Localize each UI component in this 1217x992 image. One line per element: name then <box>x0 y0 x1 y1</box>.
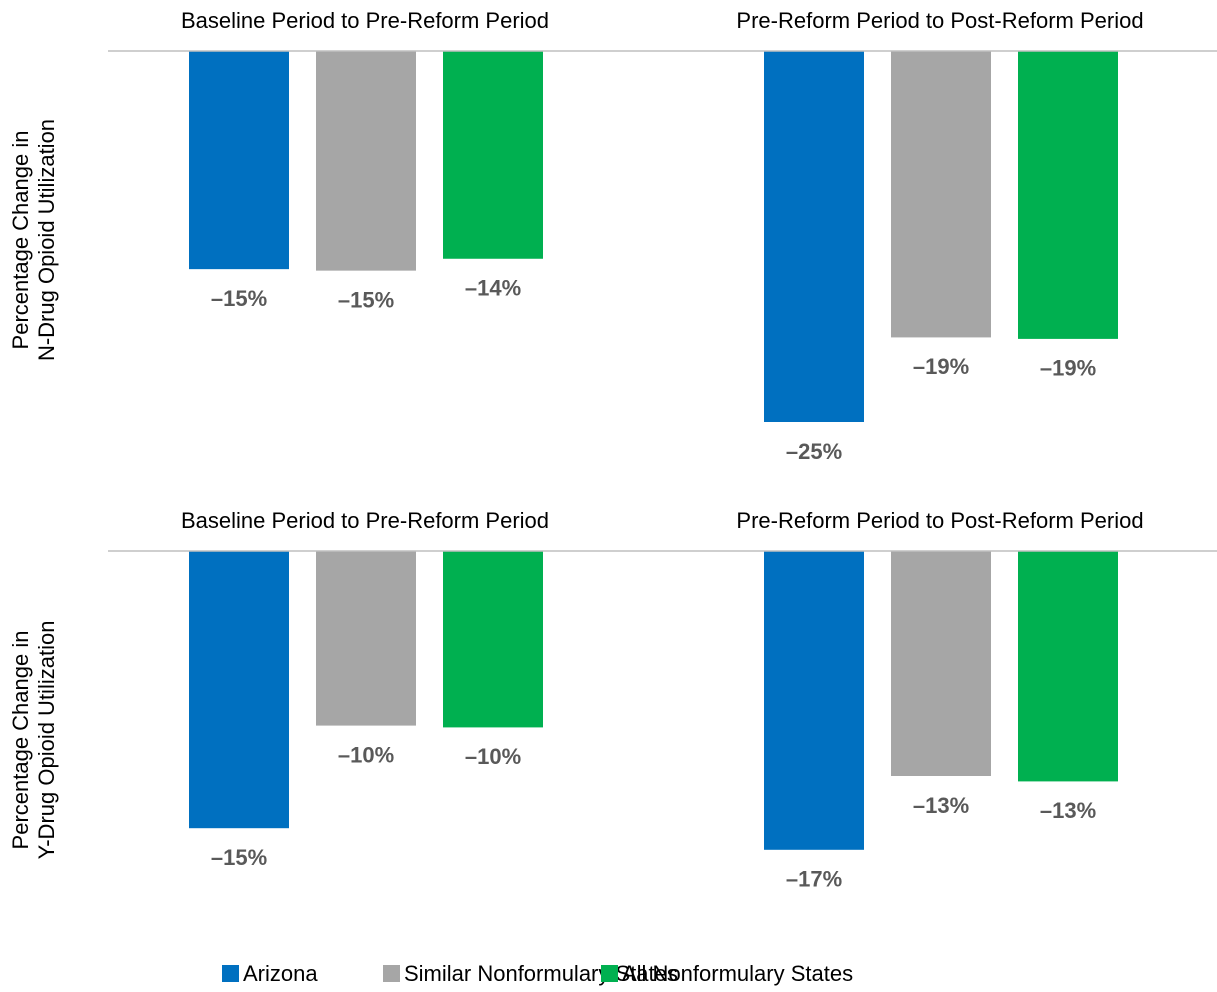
y-axis-label: Y-Drug Opioid Utilization <box>34 621 59 860</box>
bar <box>443 551 543 728</box>
legend-swatch <box>601 965 618 982</box>
data-label: –14% <box>465 276 521 301</box>
bar <box>189 551 289 829</box>
legend-label: Arizona <box>243 961 318 986</box>
bar <box>1018 551 1118 782</box>
y-axis-label: N-Drug Opioid Utilization <box>34 119 59 361</box>
bar <box>316 551 416 726</box>
data-label: –15% <box>211 845 267 870</box>
legend-label: All Nonformulary States <box>622 961 853 986</box>
group-title: Baseline Period to Pre-Reform Period <box>181 508 549 533</box>
data-label: –13% <box>913 793 969 818</box>
data-label: –15% <box>211 286 267 311</box>
legend-label: Similar Nonformulary States <box>404 961 678 986</box>
data-label: –25% <box>786 439 842 464</box>
bar <box>189 51 289 270</box>
bar <box>764 51 864 422</box>
y-axis-label: Percentage Change in <box>8 131 33 350</box>
bar <box>443 51 543 259</box>
bar <box>891 551 991 776</box>
bar <box>316 51 416 271</box>
bar <box>764 551 864 850</box>
data-label: –19% <box>1040 356 1096 381</box>
bar <box>891 51 991 338</box>
group-title: Pre-Reform Period to Post-Reform Period <box>736 8 1143 33</box>
legend-swatch <box>222 965 239 982</box>
legend-swatch <box>383 965 400 982</box>
data-label: –17% <box>786 867 842 892</box>
data-label: –15% <box>338 287 394 312</box>
group-title: Baseline Period to Pre-Reform Period <box>181 8 549 33</box>
data-label: –19% <box>913 354 969 379</box>
data-label: –10% <box>465 744 521 769</box>
y-axis-label: Percentage Change in <box>8 631 33 850</box>
bar <box>1018 51 1118 339</box>
data-label: –13% <box>1040 798 1096 823</box>
group-title: Pre-Reform Period to Post-Reform Period <box>736 508 1143 533</box>
data-label: –10% <box>338 742 394 767</box>
